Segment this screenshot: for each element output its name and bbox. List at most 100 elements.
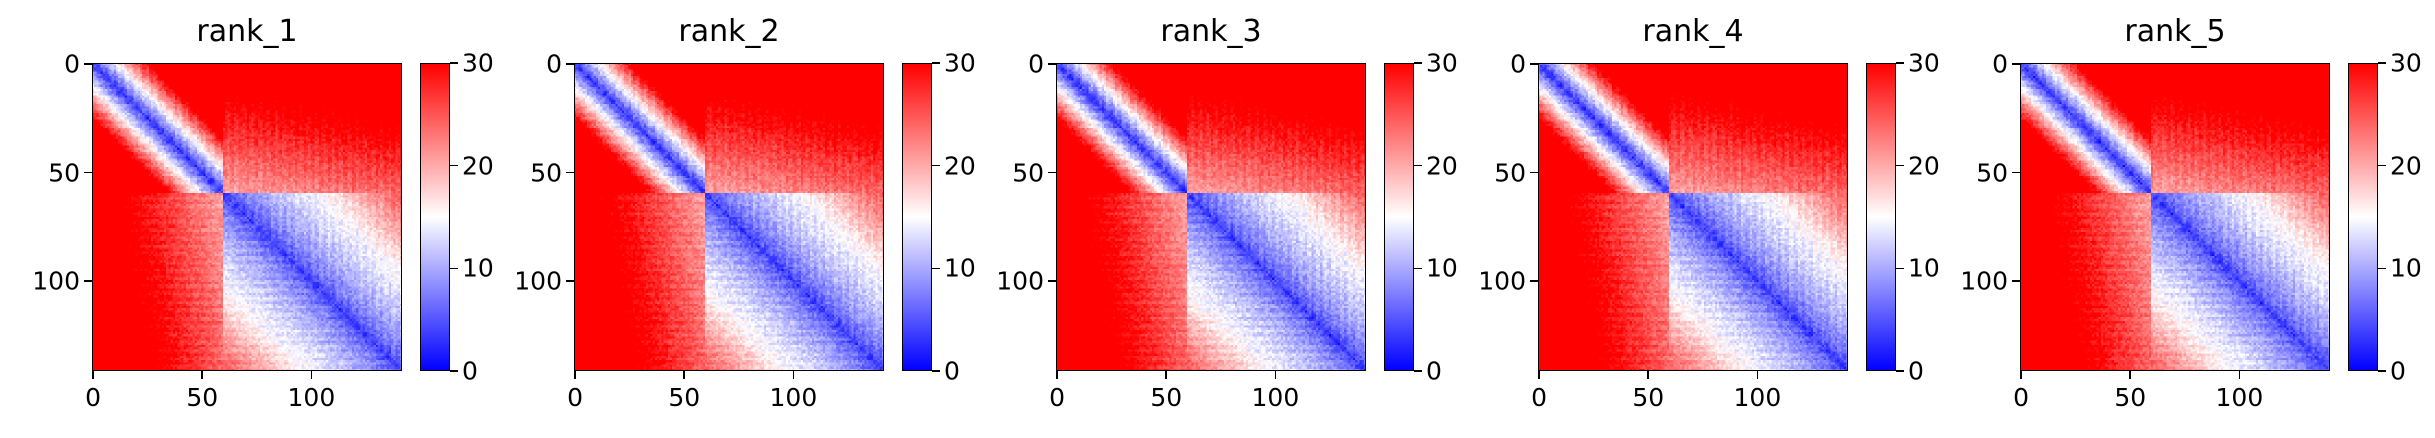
colorbar-tick (932, 267, 940, 270)
x-tick (574, 371, 576, 379)
colorbar-tick-label: 20 (1908, 151, 1940, 181)
y-tick (566, 63, 574, 65)
heatmap-image (1056, 63, 1366, 371)
colorbar-tick-label: 30 (944, 48, 976, 78)
heatmap-image (92, 63, 402, 371)
colorbar (420, 63, 450, 371)
x-tick (1056, 371, 1058, 379)
x-tick-label: 0 (1531, 383, 1548, 412)
x-tick-label: 50 (186, 383, 219, 412)
colorbar-tick (450, 164, 458, 167)
y-tick-label: 100 (1478, 266, 1526, 296)
heatmap-panel: rank_5 0 50 100 0 50 100 0 10 20 30 (1928, 0, 2422, 438)
heatmap-image (2020, 63, 2330, 371)
y-tick (84, 280, 92, 282)
x-tick-label: 0 (85, 383, 102, 412)
colorbar-tick-label: 10 (462, 253, 494, 283)
chart-title: rank_5 (2124, 14, 2226, 49)
y-tick-label: 50 (1976, 158, 2008, 188)
colorbar-tick (1414, 164, 1422, 167)
y-tick (1530, 63, 1538, 65)
y-tick (1048, 171, 1056, 174)
x-tick-label: 0 (2013, 383, 2030, 412)
x-tick-label: 100 (287, 383, 336, 412)
colorbar-tick-label: 0 (462, 356, 478, 386)
x-tick-label: 100 (2215, 383, 2264, 412)
chart-title: rank_2 (678, 14, 780, 49)
colorbar-tick (450, 62, 458, 64)
x-tick-label: 0 (1049, 383, 1066, 412)
colorbar-tick-label: 20 (1426, 151, 1458, 181)
colorbar-tick (1414, 267, 1422, 270)
y-tick-label: 0 (546, 49, 562, 79)
y-tick (1048, 63, 1056, 65)
heatmap-image (574, 63, 884, 371)
x-tick (1756, 371, 1759, 379)
colorbar-tick-label: 10 (944, 253, 976, 283)
heatmap-panel: rank_2 0 50 100 0 50 100 0 10 20 30 (482, 0, 976, 438)
colorbar-tick-label: 10 (1908, 253, 1940, 283)
y-tick-label: 100 (1960, 266, 2008, 296)
colorbar-tick-label: 0 (944, 356, 960, 386)
colorbar-tick (450, 267, 458, 270)
y-tick (1530, 280, 1538, 282)
y-tick-label: 50 (530, 158, 562, 188)
heatmap-image (1538, 63, 1848, 371)
y-tick-label: 100 (32, 266, 80, 296)
colorbar-tick-label: 10 (1426, 253, 1458, 283)
colorbar-tick (450, 370, 458, 372)
colorbar-tick (932, 62, 940, 64)
y-tick (2012, 280, 2020, 282)
y-tick (84, 171, 92, 174)
colorbar (1384, 63, 1414, 371)
colorbar-tick-label: 0 (1426, 356, 1442, 386)
y-tick-label: 50 (1494, 158, 1526, 188)
colorbar-tick (2378, 164, 2386, 167)
x-tick-label: 100 (1733, 383, 1782, 412)
y-tick (566, 280, 574, 282)
colorbar (2348, 63, 2378, 371)
x-tick (792, 371, 795, 379)
heatmap-panel: rank_1 0 50 100 0 50 100 0 10 20 30 (0, 0, 494, 438)
chart-title: rank_3 (1160, 14, 1262, 49)
y-tick (2012, 63, 2020, 65)
chart-title: rank_4 (1642, 14, 1744, 49)
colorbar-tick (1414, 370, 1422, 372)
x-tick (1165, 371, 1167, 379)
x-tick-label: 100 (769, 383, 818, 412)
y-tick-label: 50 (48, 158, 80, 188)
y-tick (2012, 171, 2020, 174)
colorbar-tick-label: 20 (944, 151, 976, 181)
heatmap-panel: rank_3 0 50 100 0 50 100 0 10 20 30 (964, 0, 1458, 438)
colorbar-tick (1896, 164, 1904, 167)
y-tick-label: 100 (996, 266, 1044, 296)
y-tick (1048, 280, 1056, 282)
x-tick-label: 50 (668, 383, 701, 412)
x-tick-label: 100 (1251, 383, 1300, 412)
x-tick (92, 371, 94, 379)
x-tick-label: 0 (567, 383, 584, 412)
heatmap-panel: rank_4 0 50 100 0 50 100 0 10 20 30 (1446, 0, 1940, 438)
colorbar-tick-label: 20 (462, 151, 494, 181)
y-tick-label: 0 (1028, 49, 1044, 79)
colorbar (1866, 63, 1896, 371)
x-tick-label: 50 (1150, 383, 1183, 412)
y-tick (566, 171, 574, 174)
x-tick-label: 50 (1632, 383, 1665, 412)
colorbar (902, 63, 932, 371)
x-tick (1274, 371, 1277, 379)
colorbar-tick-label: 10 (2390, 253, 2422, 283)
colorbar-tick-label: 0 (2390, 356, 2406, 386)
colorbar-tick (1896, 62, 1904, 64)
y-tick-label: 0 (1510, 49, 1526, 79)
x-tick (310, 371, 313, 379)
colorbar-tick-label: 30 (462, 48, 494, 78)
colorbar-tick (2378, 370, 2386, 372)
y-tick-label: 0 (64, 49, 80, 79)
y-tick (1530, 171, 1538, 174)
x-tick-label: 50 (2114, 383, 2147, 412)
chart-title: rank_1 (196, 14, 298, 49)
x-tick (1538, 371, 1540, 379)
colorbar-tick-label: 30 (2390, 48, 2422, 78)
